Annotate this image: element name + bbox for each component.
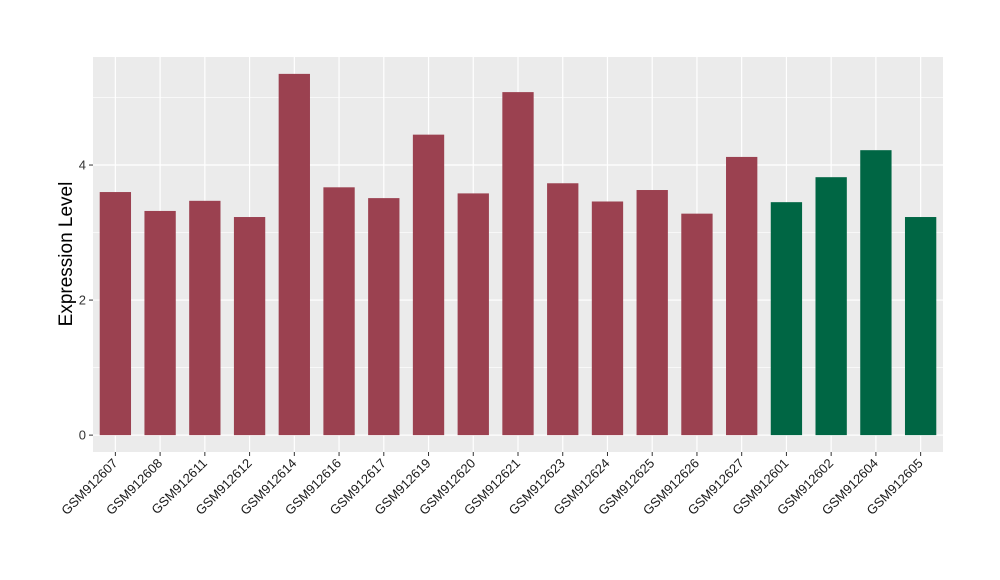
bar-GSM912608 bbox=[144, 210, 176, 436]
bar-GSM912614 bbox=[278, 73, 310, 436]
x-axis: GSM912607GSM912608GSM912611GSM912612GSM9… bbox=[58, 452, 926, 518]
bar-GSM912604 bbox=[860, 150, 892, 436]
bars-group bbox=[99, 73, 937, 436]
bar-GSM912602 bbox=[815, 177, 847, 436]
bar-GSM912624 bbox=[591, 201, 624, 436]
bar-GSM912619 bbox=[412, 134, 445, 436]
y-tick-label: 2 bbox=[79, 293, 86, 308]
bar-GSM912617 bbox=[368, 198, 400, 436]
bar-GSM912611 bbox=[189, 200, 221, 436]
y-axis-title: Expression Level bbox=[56, 182, 77, 327]
bar-GSM912626 bbox=[681, 213, 713, 436]
y-axis: 0 2 4 bbox=[79, 158, 93, 443]
bar-GSM912620 bbox=[457, 193, 489, 436]
y-tick-label: 4 bbox=[79, 158, 86, 173]
bar-GSM912605 bbox=[904, 217, 937, 436]
bar-GSM912621 bbox=[502, 92, 534, 436]
y-tick-label: 0 bbox=[79, 428, 86, 443]
bar-GSM912616 bbox=[323, 187, 355, 436]
bar-GSM912612 bbox=[233, 217, 266, 436]
bar-GSM912625 bbox=[636, 190, 668, 436]
bar-GSM912627 bbox=[726, 156, 758, 436]
bar-GSM912601 bbox=[770, 202, 803, 436]
bar-GSM912607 bbox=[99, 192, 132, 436]
bar-GSM912623 bbox=[547, 183, 579, 436]
